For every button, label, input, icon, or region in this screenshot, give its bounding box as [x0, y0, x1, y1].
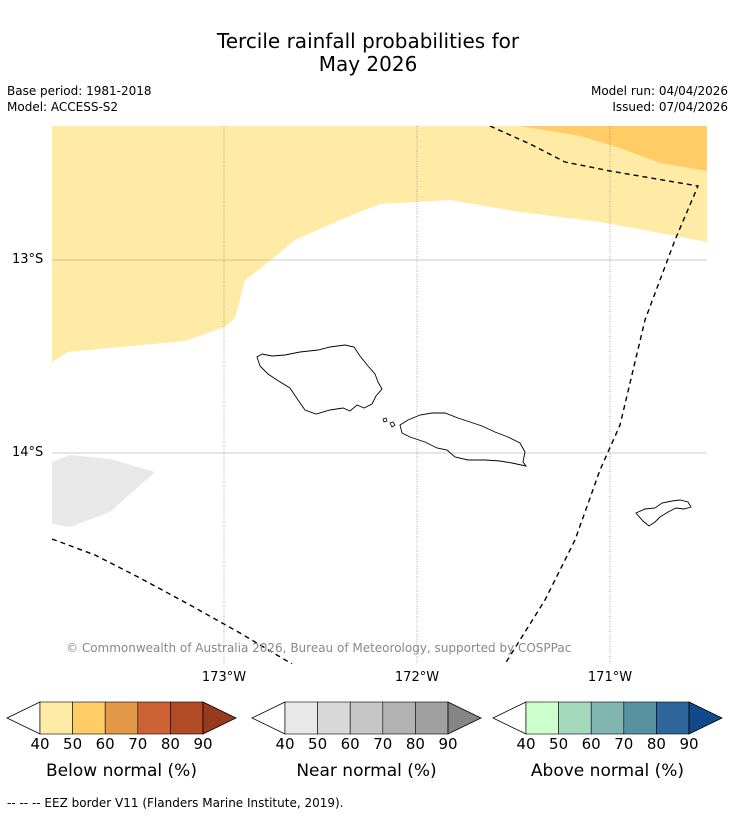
colorbar-near-segment-2 [349, 701, 384, 735]
colorbar-above-tick-60: 60 [581, 735, 601, 753]
colorbar-above-tick-70: 70 [614, 735, 634, 753]
lon-label-171w: 171°W [587, 670, 633, 685]
base-period: Base period: 1981-2018 [7, 84, 152, 98]
eez-border-north [489, 126, 699, 664]
colorbar-below-tick-50: 50 [63, 735, 83, 753]
manono-islet [382, 417, 396, 428]
colorbar-below-segment-4 [170, 701, 204, 735]
tutuila-island [635, 499, 692, 527]
colorbar-group [6, 701, 723, 735]
colorbar-above-tick-50: 50 [549, 735, 569, 753]
colorbar-above-segment-1 [558, 701, 592, 735]
issued-date: Issued: 07/04/2026 [612, 100, 728, 114]
colorbar-above-segment-0 [525, 701, 559, 735]
title-line-1: Tercile rainfall probabilities for [216, 29, 520, 53]
colorbar-above-title: Above normal (%) [530, 761, 685, 781]
colorbar-near-high-arrow [447, 701, 482, 735]
colorbar-below-tick-90: 90 [193, 735, 213, 753]
colorbar-near-segment-3 [382, 701, 416, 735]
colorbar-near-segment-1 [317, 701, 351, 735]
colorbar-above-tick-90: 90 [679, 735, 699, 753]
near-normal-40-50-region [52, 455, 155, 527]
title-line-2: May 2026 [318, 52, 418, 76]
model-name: Model: ACCESS-S2 [7, 100, 119, 114]
colorbar-below-title: Below normal (%) [46, 761, 197, 781]
colorbar-above-segment-4 [656, 701, 690, 735]
colorbar-below-tick-60: 60 [95, 735, 115, 753]
eez-border-south [52, 538, 293, 664]
colorbar-above-segment-2 [590, 701, 625, 735]
colorbar-near-low-arrow [251, 701, 286, 735]
meta-left: Base period: 1981-2018 Model: ACCESS-S2 [7, 83, 152, 115]
colorbar-above-tick-40: 40 [516, 735, 536, 753]
lat-label-14s: 14°S [12, 445, 44, 460]
colorbar-near-tick-60: 60 [340, 735, 360, 753]
eez-footnote: -- -- -- EEZ border V11 (Flanders Marine… [7, 796, 344, 810]
colorbar-below-segment-1 [72, 701, 106, 735]
colorbar-below-segment-0 [39, 701, 73, 735]
colorbar-below-tick-80: 80 [160, 735, 180, 753]
colorbar-near-tick-80: 80 [405, 735, 425, 753]
colorbar-near-tick-50: 50 [308, 735, 328, 753]
colorbar-near-tick-90: 90 [438, 735, 458, 753]
below-normal-40-50-region [52, 126, 707, 362]
colorbar-above-segment-3 [623, 701, 657, 735]
meta-right: Model run: 04/04/2026 Issued: 07/04/2026 [591, 83, 728, 115]
map-area [52, 126, 707, 664]
colorbar-below-low-arrow [6, 701, 41, 735]
map-title: Tercile rainfall probabilities for May 2… [0, 30, 736, 76]
colorbar-below-segment-3 [137, 701, 171, 735]
upolu-island [399, 412, 528, 467]
savaii-island [256, 344, 383, 415]
colorbar-near-title: Near normal (%) [296, 761, 437, 781]
lon-label-172w: 172°W [394, 670, 440, 685]
colorbar-near-tick-70: 70 [373, 735, 393, 753]
colorbar-below-tick-70: 70 [128, 735, 148, 753]
copyright-notice: © Commonwealth of Australia 2026, Bureau… [66, 641, 572, 655]
lon-label-173w: 173°W [201, 670, 247, 685]
colorbar-above-tick-80: 80 [646, 735, 666, 753]
colorbar-above-low-arrow [492, 701, 527, 735]
below-normal-50-60-region [520, 126, 707, 171]
colorbar-below-high-arrow [202, 701, 237, 735]
colorbar-below-segment-2 [104, 701, 139, 735]
colorbar-near-tick-40: 40 [275, 735, 295, 753]
colorbar-near-segment-4 [415, 701, 449, 735]
colorbar-above-high-arrow [688, 701, 723, 735]
colorbar-near-segment-0 [284, 701, 318, 735]
lat-label-13s: 13°S [12, 252, 44, 267]
model-run: Model run: 04/04/2026 [590, 84, 728, 98]
colorbar-below-tick-40: 40 [30, 735, 50, 753]
